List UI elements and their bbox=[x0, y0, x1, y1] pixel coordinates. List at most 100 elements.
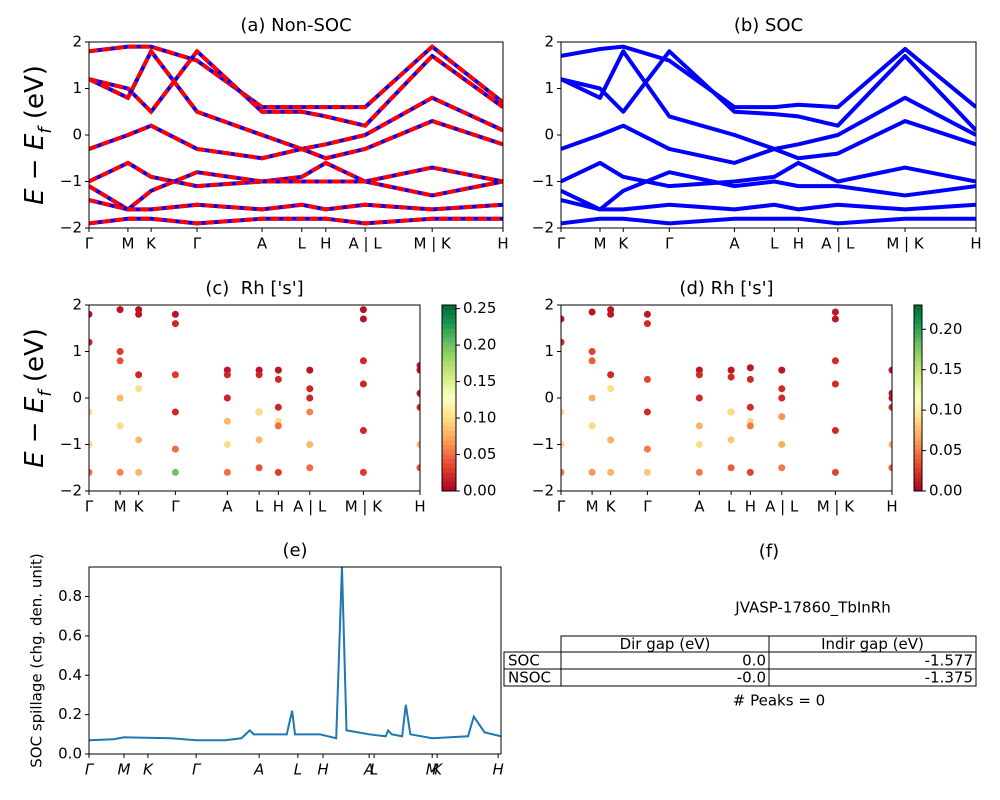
colorbar-segment bbox=[442, 384, 456, 390]
spillage-line bbox=[89, 567, 501, 742]
projection-dot bbox=[727, 366, 735, 374]
colorbar-segment bbox=[442, 425, 456, 432]
x-tick-label: Γ bbox=[557, 235, 566, 253]
projection-dot bbox=[274, 366, 282, 374]
projection-dot bbox=[223, 371, 231, 379]
axes-frame bbox=[88, 41, 504, 229]
band-line bbox=[561, 119, 976, 165]
row-label: SOC bbox=[508, 652, 540, 670]
projection-dot bbox=[588, 357, 596, 365]
colorbar-segment bbox=[914, 458, 922, 464]
x-tick-label: A bbox=[257, 235, 268, 253]
band-line bbox=[561, 44, 976, 110]
projection-dot bbox=[831, 315, 839, 323]
x-tick-label: A | L bbox=[349, 235, 383, 253]
colorbar-segment bbox=[442, 439, 456, 445]
colorbar-segment bbox=[442, 411, 456, 418]
y-tick-label: 0 bbox=[72, 389, 82, 407]
colorbar-tick-label: 0.00 bbox=[929, 482, 962, 500]
projection-dot bbox=[695, 468, 703, 476]
projection-dot bbox=[746, 375, 754, 383]
projection-dot bbox=[89, 441, 93, 448]
x-tick-label: K bbox=[618, 235, 629, 253]
x-tick-label: Γ bbox=[192, 761, 202, 779]
row-label: NSOC bbox=[508, 669, 551, 687]
x-tick-label: H bbox=[497, 235, 508, 253]
projection-dot bbox=[416, 366, 420, 374]
x-tick-label: H bbox=[745, 498, 756, 516]
colorbar-segment bbox=[442, 477, 456, 483]
projection-dot bbox=[171, 371, 179, 379]
x-tick-label: A bbox=[253, 761, 264, 779]
x-tick-label: M bbox=[586, 498, 599, 516]
y-tick-label: 0.6 bbox=[58, 626, 82, 644]
colorbar-segment bbox=[442, 365, 456, 371]
y-axis-label-part: (eV) bbox=[20, 65, 50, 127]
chart-title: (c) Rh ['s'] bbox=[205, 278, 303, 299]
colorbar-segment bbox=[442, 467, 456, 473]
projection-dot bbox=[727, 408, 735, 416]
colorbar-segment bbox=[442, 379, 456, 385]
projection-dot bbox=[274, 375, 282, 383]
table-value: -1.375 bbox=[925, 669, 973, 687]
colorbar-segment bbox=[442, 449, 456, 455]
projection-dot bbox=[607, 310, 615, 318]
colorbar-segment bbox=[914, 416, 922, 422]
projection-dot bbox=[831, 427, 839, 435]
colorbar-segment bbox=[914, 449, 922, 455]
x-tick-label: M | K bbox=[817, 498, 856, 516]
colorbar-segment bbox=[442, 318, 456, 325]
colorbar-segment bbox=[914, 365, 922, 371]
colorbar-segment bbox=[442, 356, 456, 362]
colorbar-segment bbox=[442, 314, 456, 320]
band-line bbox=[561, 170, 976, 212]
colorbar-segment bbox=[442, 472, 456, 478]
projection-dot bbox=[416, 403, 420, 411]
table-value: -1.577 bbox=[925, 652, 973, 670]
x-tick-label: Γ bbox=[665, 235, 674, 253]
band-line bbox=[561, 160, 976, 189]
projection-dot bbox=[171, 310, 179, 318]
y-tick-label: 1 bbox=[72, 342, 82, 360]
projection-dot bbox=[306, 464, 314, 472]
colorbar-segment bbox=[442, 416, 456, 422]
y-tick-label: 0.4 bbox=[58, 666, 82, 684]
projection-dot bbox=[359, 306, 367, 314]
colorbar-segment bbox=[914, 309, 922, 315]
projection-dot bbox=[727, 464, 735, 472]
band-line-dashed bbox=[89, 198, 503, 212]
x-tick-label: A bbox=[363, 761, 374, 779]
colorbar-tick-label: 0.20 bbox=[929, 320, 962, 338]
projection-dot bbox=[223, 394, 231, 402]
colorbar-tick-label: 0.15 bbox=[463, 372, 496, 390]
projection-dot bbox=[274, 468, 282, 476]
y-tick-label: −1 bbox=[60, 172, 82, 190]
x-tick-label: L bbox=[255, 498, 264, 516]
y-axis-label: E − Ef (eV) bbox=[20, 328, 56, 468]
colorbar-frame bbox=[441, 304, 457, 492]
colorbar-segment bbox=[442, 309, 456, 315]
projection-dot bbox=[135, 310, 143, 318]
projection-dot bbox=[561, 468, 565, 476]
colorbar-segment bbox=[442, 374, 456, 380]
x-tick-label: L bbox=[298, 235, 307, 253]
x-tick-label: H bbox=[492, 761, 503, 779]
projection-dot bbox=[135, 371, 143, 379]
table-cell bbox=[768, 668, 977, 687]
projection-dot bbox=[306, 385, 314, 393]
x-tick-label: A bbox=[222, 498, 233, 516]
colorbar-segment bbox=[914, 318, 922, 325]
projection-dot bbox=[643, 310, 651, 318]
colorbar-segment bbox=[914, 411, 922, 418]
projection-dot bbox=[135, 436, 143, 444]
y-axis-label-part: E − E bbox=[20, 396, 50, 468]
plot-area bbox=[561, 306, 892, 476]
projection-dot bbox=[274, 422, 282, 430]
table-footer: # Peaks = 0 bbox=[733, 692, 825, 710]
projection-dot bbox=[416, 464, 420, 472]
x-tick-label: H bbox=[793, 235, 804, 253]
projection-dot bbox=[89, 468, 93, 476]
x-tick-label: M bbox=[118, 761, 131, 779]
colorbar-segment bbox=[914, 467, 922, 473]
